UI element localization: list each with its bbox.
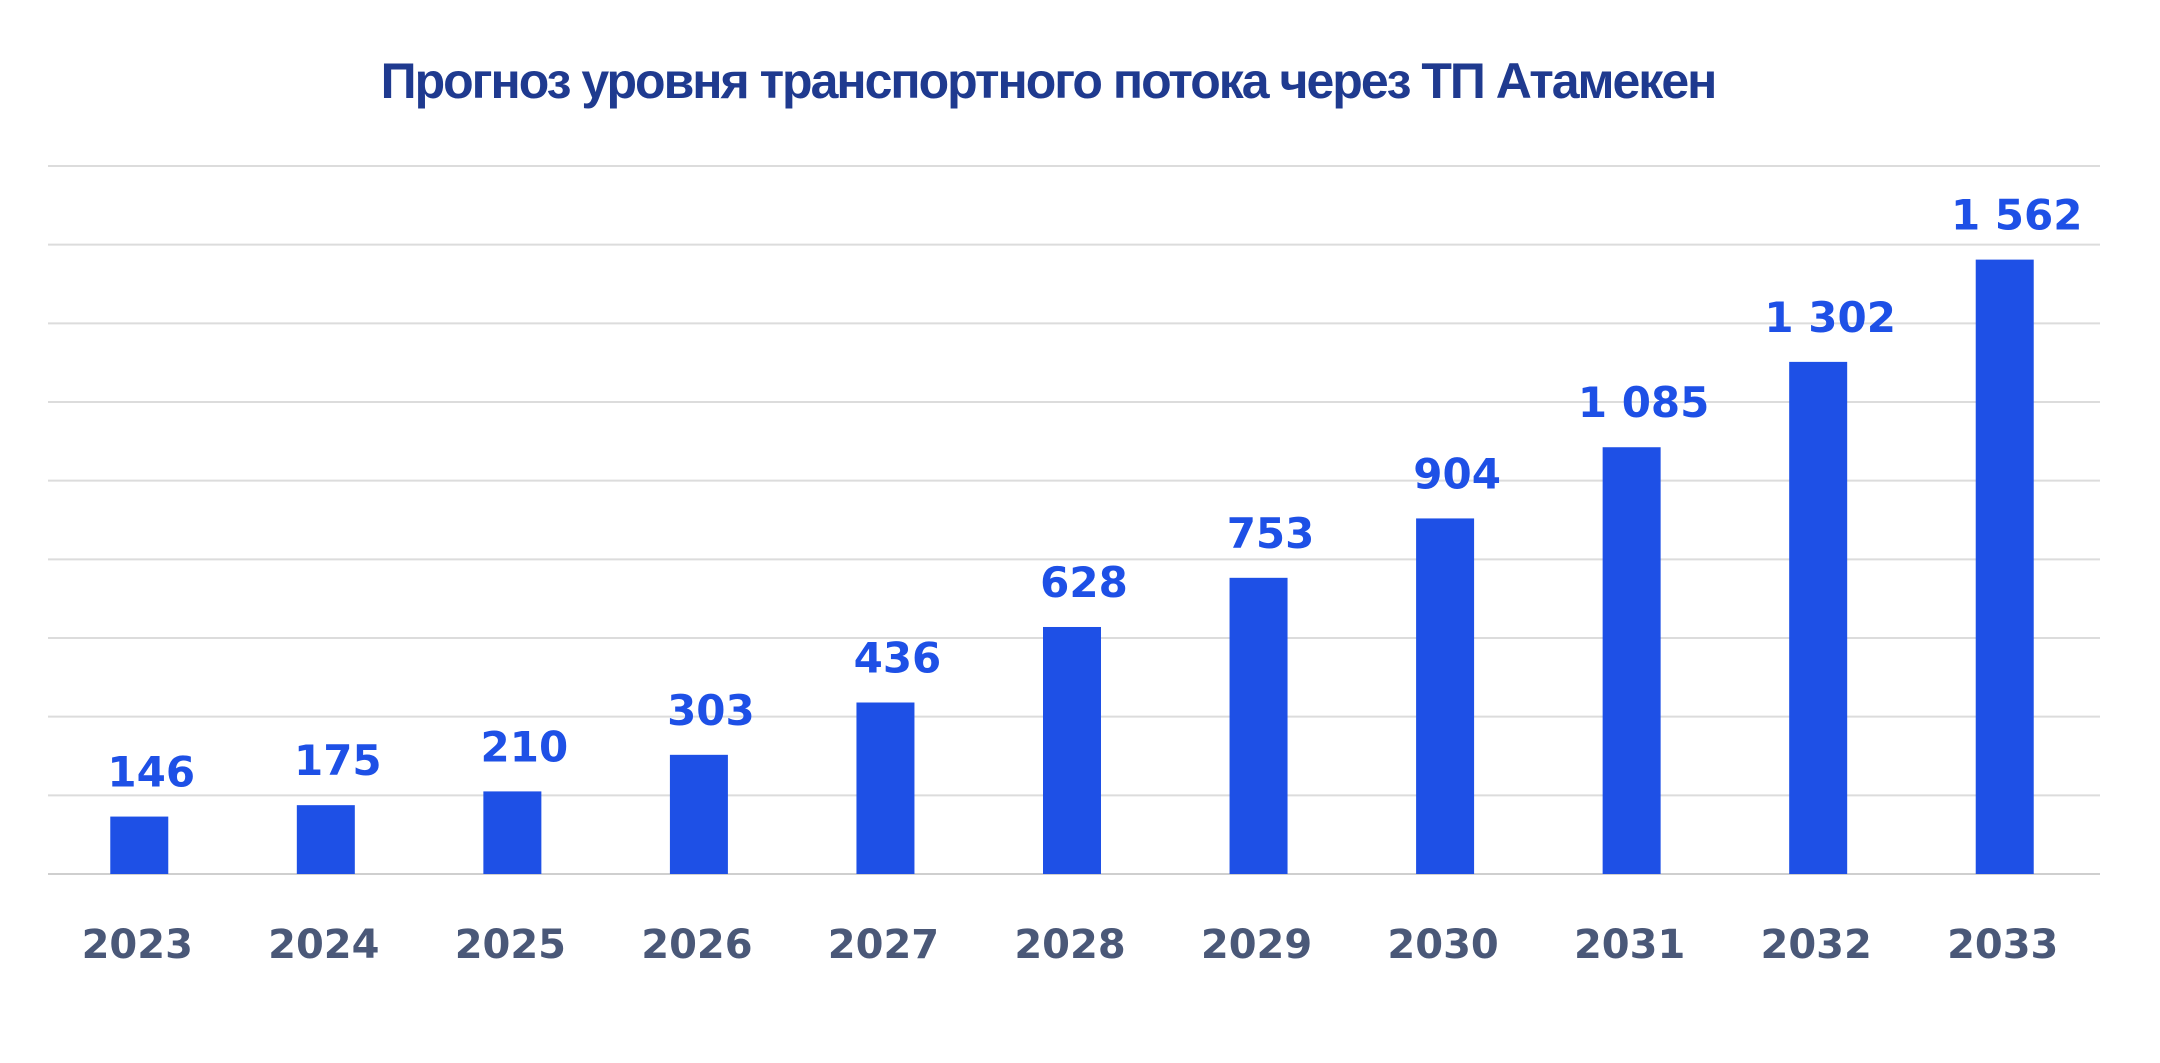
x-tick-label-2033: 2033 [1947, 922, 2058, 968]
data-label-2023: 146 [107, 748, 195, 797]
bar-2027 [856, 702, 915, 874]
x-tick-label-2024: 2024 [268, 922, 379, 968]
data-label-2026: 303 [667, 686, 755, 735]
bar-2030 [1416, 518, 1475, 874]
bar-2031 [1602, 447, 1661, 874]
x-tick-label-2032: 2032 [1761, 922, 1872, 968]
data-label-2028: 628 [1040, 558, 1128, 607]
data-label-2027: 436 [854, 634, 942, 683]
data-label-2033: 1 562 [1951, 191, 2083, 240]
x-tick-label-2028: 2028 [1014, 922, 1125, 968]
bar-2032 [1789, 361, 1848, 874]
bar-2024 [296, 805, 355, 874]
bar-2026 [669, 754, 728, 874]
x-tick-label-2031: 2031 [1574, 922, 1685, 968]
data-label-2032: 1 302 [1764, 293, 1896, 342]
x-tick-label-2027: 2027 [828, 922, 939, 968]
data-labels: 146 175 210 303 436 628 753 904 1 085 1 302 1 562 [107, 191, 2082, 797]
bar-2028 [1043, 626, 1101, 874]
chart-title: Прогноз уровня транспортного потока чере… [380, 53, 1718, 109]
x-axis-tick-labels: 2023 2024 2025 2026 2027 2028 2029 2030 2031 2032… [82, 922, 2059, 968]
x-tick-label-2030: 2030 [1387, 922, 1498, 968]
bar-2029 [1229, 577, 1288, 874]
data-label-2030: 904 [1413, 449, 1501, 498]
x-tick-label-2025: 2025 [455, 922, 566, 968]
data-label-2024: 175 [294, 736, 382, 785]
x-tick-label-2029: 2029 [1201, 922, 1312, 968]
bar-2033 [1975, 259, 2034, 874]
bar-2023 [110, 816, 169, 874]
data-label-2029: 753 [1227, 509, 1315, 558]
bars [110, 259, 2034, 874]
data-label-2031: 1 085 [1578, 378, 1710, 427]
x-tick-label-2026: 2026 [641, 922, 752, 968]
bar-2025 [483, 791, 542, 874]
x-tick-label-2023: 2023 [82, 922, 193, 968]
data-label-2025: 210 [481, 722, 569, 771]
